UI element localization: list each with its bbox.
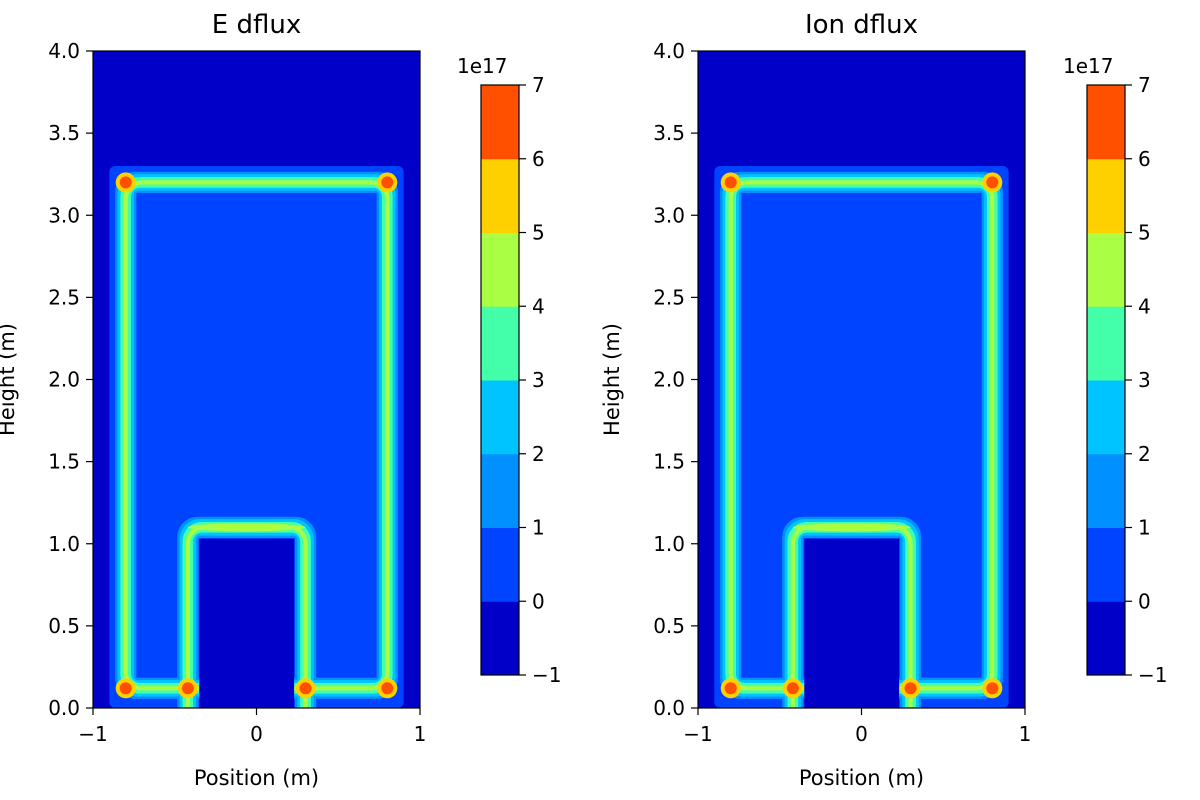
hotspot-1	[181, 682, 194, 695]
hotspot-3	[381, 682, 394, 695]
colorbar-offset-label: 1e17	[1063, 54, 1113, 78]
x-tick-label: −1	[78, 722, 107, 746]
colorbar-tick-label: 3	[532, 368, 545, 392]
contour-arch-cavity	[804, 538, 900, 708]
colorbar-segment-2	[481, 453, 519, 528]
colorbar-segment-0	[1087, 601, 1125, 676]
y-tick-label: 2.5	[653, 285, 685, 309]
chart-panel-1: Ion dflux −1 0 1 Position (m) 0.0 0.5 1.0 1.5 2.0…	[600, 10, 1167, 790]
colorbar-segment-6	[481, 158, 519, 233]
y-tick-label: 0.0	[653, 696, 685, 720]
y-axis-label: Height (m)	[0, 323, 19, 436]
y-tick-label: 0.5	[48, 614, 80, 638]
x-tick-label: 0	[250, 722, 263, 746]
colorbar-tick-label: 0	[1138, 589, 1151, 613]
colorbar-tick-label: −1	[532, 663, 561, 687]
y-tick-label: 1.0	[48, 532, 80, 556]
y-tick-label: 0.0	[48, 696, 80, 720]
hotspot-4	[724, 176, 737, 189]
colorbar-segment-1	[1087, 527, 1125, 602]
hotspot-3	[986, 682, 999, 695]
colorbar-tick-label: 1	[1138, 516, 1151, 540]
colorbar-tick-label: 6	[532, 147, 545, 171]
hotspot-2	[299, 682, 312, 695]
contour-arch-top	[187, 523, 306, 532]
y-tick-label: 4.0	[48, 39, 80, 63]
colorbar-segment-5	[1087, 232, 1125, 307]
hotspot-0	[724, 682, 737, 695]
x-tick-label: 1	[414, 722, 427, 746]
chart-panel-0: E dflux −1 0 1 Position (m) 0.0 0.5 1.0 1.5 2.0 2.…	[0, 10, 561, 790]
plot-area	[93, 51, 420, 708]
y-tick-label: 3.5	[653, 121, 685, 145]
y-tick-label: 3.5	[48, 121, 80, 145]
colorbar-tick-label: 1	[532, 516, 545, 540]
colorbar-tick-label: 4	[532, 294, 545, 318]
chart-title: E dflux	[212, 10, 301, 40]
colorbar-segment-1	[481, 527, 519, 602]
y-tick-label: 0.5	[653, 614, 685, 638]
colorbar-segment-0	[481, 601, 519, 676]
hotspot-1	[786, 682, 799, 695]
contour-arch-cavity	[199, 538, 295, 708]
plot-area	[698, 51, 1025, 708]
colorbar-segment-4	[481, 306, 519, 381]
colorbar-segment-6	[1087, 158, 1125, 233]
colorbar-segment-7	[1087, 85, 1125, 160]
hotspot-4	[119, 176, 132, 189]
x-tick-label: 0	[855, 722, 868, 746]
y-tick-label: 1.5	[653, 450, 685, 474]
x-tick-label: 1	[1019, 722, 1032, 746]
colorbar-tick-label: 4	[1138, 294, 1151, 318]
colorbar-tick-label: 7	[532, 73, 545, 97]
contour-arch-top	[792, 523, 911, 532]
y-tick-label: 2.0	[653, 368, 685, 392]
x-tick-label: −1	[683, 722, 712, 746]
colorbar-segment-7	[481, 85, 519, 160]
hotspot-5	[986, 176, 999, 189]
colorbar-segment-3	[1087, 380, 1125, 455]
colorbar-tick-label: 5	[1138, 221, 1151, 245]
colorbar-offset-label: 1e17	[457, 54, 507, 78]
colorbar-tick-label: 6	[1138, 147, 1151, 171]
y-tick-label: 3.0	[48, 203, 80, 227]
y-tick-label: 1.0	[653, 532, 685, 556]
colorbar-segment-2	[1087, 453, 1125, 528]
y-tick-label: 1.5	[48, 450, 80, 474]
y-tick-label: 2.0	[48, 368, 80, 392]
hotspot-5	[381, 176, 394, 189]
colorbar-tick-label: 5	[532, 221, 545, 245]
y-tick-label: 4.0	[653, 39, 685, 63]
y-tick-label: 2.5	[48, 285, 80, 309]
x-axis-label: Position (m)	[799, 766, 924, 790]
colorbar-tick-label: 7	[1138, 73, 1151, 97]
y-tick-label: 3.0	[653, 203, 685, 227]
colorbar-tick-label: −1	[1138, 663, 1167, 687]
colorbar-tick-label: 2	[532, 442, 545, 466]
colorbar-tick-label: 3	[1138, 368, 1151, 392]
colorbar-segment-4	[1087, 306, 1125, 381]
colorbar-tick-label: 0	[532, 589, 545, 613]
x-axis-label: Position (m)	[194, 766, 319, 790]
y-axis-label: Height (m)	[600, 323, 624, 436]
colorbar-tick-label: 2	[1138, 442, 1151, 466]
hotspot-2	[904, 682, 917, 695]
chart-title: Ion dflux	[805, 10, 918, 40]
hotspot-0	[119, 682, 132, 695]
colorbar-segment-5	[481, 232, 519, 307]
colorbar-segment-3	[481, 380, 519, 455]
